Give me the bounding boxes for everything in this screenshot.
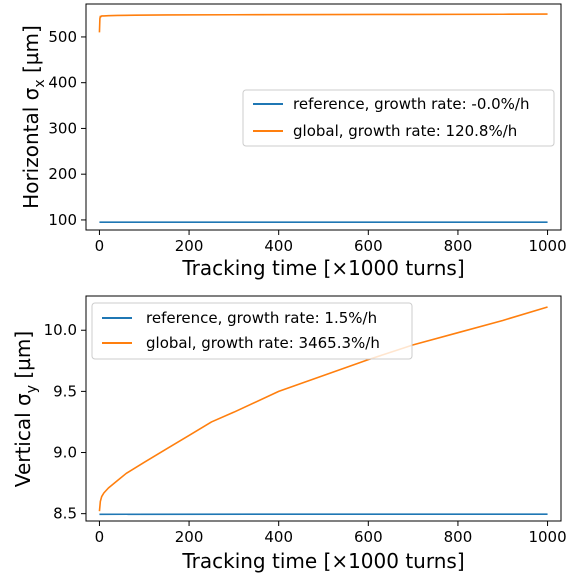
legend-entry-global: global, growth rate: 3465.3%/h [146, 334, 380, 352]
x-tick-label: 1000 [528, 237, 566, 255]
y-axis-label: Horizontal σx [µm] [19, 25, 48, 209]
y-tick-label: 8.5 [53, 505, 77, 523]
y-tick-label: 500 [48, 28, 77, 46]
y-tick-label: 9.5 [53, 382, 77, 400]
y-ticks: 8.5 9.0 9.5 10.0 [44, 321, 86, 522]
y-tick-label: 200 [48, 165, 77, 183]
x-tick-label: 800 [444, 528, 473, 546]
y-tick-label: 300 [48, 119, 77, 137]
legend-entry-reference: reference, growth rate: -0.0%/h [293, 95, 530, 113]
x-tick-label: 200 [175, 237, 204, 255]
y-axis-label: Vertical σy [µm] [11, 331, 40, 487]
y-tick-label: 400 [48, 74, 77, 92]
x-tick-label: 1000 [528, 528, 566, 546]
legend-entry-global: global, growth rate: 120.8%/h [293, 122, 517, 140]
x-axis-label: Tracking time [×1000 turns] [181, 256, 464, 280]
legend-entry-reference: reference, growth rate: 1.5%/h [146, 309, 377, 327]
x-tick-label: 0 [95, 528, 105, 546]
y-tick-label: 100 [48, 211, 77, 229]
x-tick-label: 400 [264, 237, 293, 255]
x-tick-label: 600 [354, 237, 383, 255]
x-axis-label: Tracking time [×1000 turns] [181, 549, 464, 573]
x-tick-label: 200 [175, 528, 204, 546]
y-ticks: 100 200 300 400 500 [48, 28, 86, 229]
x-tick-label: 0 [95, 237, 105, 255]
y-tick-label: 9.0 [53, 444, 77, 462]
x-tick-label: 600 [354, 528, 383, 546]
vertical-sigma-chart: 0 200 400 600 800 1000 8.5 9.0 9.5 10.0 Tracking… [11, 296, 567, 573]
x-tick-label: 800 [444, 237, 473, 255]
x-tick-label: 400 [264, 528, 293, 546]
y-tick-label: 10.0 [44, 321, 77, 339]
legend: reference, growth rate: 1.5%/h global, g… [92, 303, 412, 359]
legend: reference, growth rate: -0.0%/h global, … [243, 90, 554, 146]
horizontal-sigma-chart: 0 200 400 600 800 1000 100 200 300 400 500 Tracki… [19, 4, 567, 280]
x-ticks: 0 200 400 600 800 1000 [95, 521, 567, 546]
series-line-global [99, 14, 547, 32]
x-ticks: 0 200 400 600 800 1000 [95, 230, 567, 255]
